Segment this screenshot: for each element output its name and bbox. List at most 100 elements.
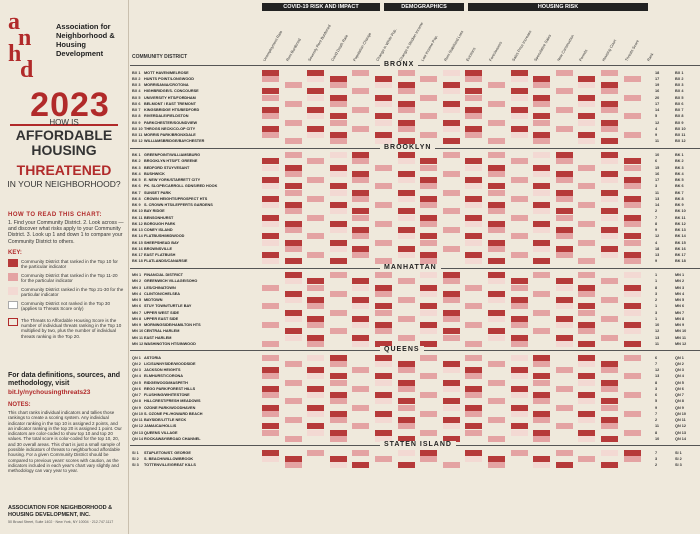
key-item: The Threats to Affordable Housing Score …	[8, 318, 124, 358]
column-header: Rank	[646, 52, 655, 62]
table-row: BK 10 BAY RIDGE 2 BK 10	[132, 208, 686, 215]
table-row: MN 7 UPPER WEST SIDE 3 MN 7	[132, 309, 685, 316]
column-header: Unemployment Rate	[262, 30, 284, 62]
community-district-label: COMMUNITY DISTRICT	[132, 54, 188, 60]
table-row: BK 18 FLATLANDS/CANARSIE 9 BK 18	[132, 258, 686, 265]
borough-header: STATEN ISLAND	[130, 441, 700, 449]
table-row: QN 14 ROCKAWAY/BROAD CHANNEL 10 QN 14	[132, 435, 686, 442]
table-row: BK 2 BROOKLYN HTS/FT. GREENE 6 BK 2	[132, 158, 684, 165]
column-header: Sales Price Increase	[511, 29, 533, 62]
notes-heading: NOTES:	[8, 402, 31, 408]
table-row: QN 13 QUEENS VILLAGE 8 QN 13	[132, 429, 686, 436]
table-row: SI 2 S. BEACH/WILLOWBROOK 3 SI 2	[132, 455, 682, 462]
headline-affordable: AFFORDABLE HOUSING	[15, 127, 113, 158]
table-row: BK 3 BEDFORD STUYVESANT 15 BK 3	[132, 164, 684, 171]
footer-org: ASSOCIATION FOR NEIGHBORHOOD & HOUSING D…	[8, 505, 113, 518]
column-header: Rent Stabilized Loss	[443, 30, 465, 62]
column-header: Severely Rent Burdened	[307, 24, 332, 62]
table-row: QN 6 REGO PARK/FOREST HILLS 3 QN 6	[132, 385, 684, 392]
table-row: BX 9 PARKCHESTER/SOUNDVIEW 12 BX 9	[132, 119, 684, 126]
column-header: Low Income Pop.	[420, 34, 439, 62]
table-row: QN 4 ELMHURST/CORONA 13 QN 4	[132, 373, 684, 380]
table-row: MN 5 MIDTOWN 2 MN 5	[132, 297, 685, 303]
table-row: MN 1 FINANCIAL DISTRICT 1 MN 1	[132, 272, 685, 278]
table-row: BX 2 HUNTS POINT/LONGWOOD 17 BX 2	[132, 75, 684, 82]
threats-table: COVID-19 RISK AND IMPACT DEMOGRAPHICS HO…	[130, 0, 700, 534]
table-row: BX 10 THROGS NECK/CO-OP CITY 4 BX 10	[132, 125, 686, 132]
table-row: MN 8 UPPER EAST SIDE 1 MN 8	[132, 315, 685, 322]
table-row: BX 4 HIGHBRIDGE/S. CONCOURSE 16 BX 4	[132, 88, 684, 95]
footer-address: 50 Broad Street, Suite 1402 · New York, …	[8, 520, 114, 524]
column-header: Threats Score	[624, 39, 640, 62]
table-row: BK 8 CROWN HEIGHTS/PROSPECT HTS 13 BK 8	[132, 195, 684, 202]
table-row: BK 1 GREENPOINT/WILLIAMSBURG 10 BK 1	[132, 152, 684, 158]
table-row: BK 4 BUSHWICK 16 BK 4	[132, 170, 684, 177]
table-row: MN 9 MORNINGSIDE/HAMILTON HTS 10 MN 9	[132, 322, 685, 328]
table-row: QN 8 HILLCREST/FRESH MEADOWS 5 QN 8	[132, 398, 684, 405]
table-row: BK 11 BENSONHURST 7 BK 11	[132, 214, 686, 221]
table-row: BX 6 BELMONT / EAST TREMONT 17 BX 6	[132, 100, 684, 107]
table-row: MN 11 EAST HARLEM 13 MN 11	[132, 334, 686, 341]
data-heading: For data definitions, sources, and metho…	[8, 372, 121, 387]
headline-threatened: THREATENED	[16, 162, 112, 178]
key-item: Community District not ranked in the Top…	[8, 301, 124, 315]
table-row: BK 9 S. CROWN HTS/LEFFERTS GARDENS 14 BK 9	[132, 202, 684, 208]
table-row: QN 9 OZONE PARK/WOODHAVEN 9 QN 9	[132, 404, 684, 411]
table-row: MN 2 GREENWICH VILLAGE/SOHO 1 MN 2	[132, 278, 685, 285]
table-row: MN 12 WASHINGTON HTS/INWOOD 11 MN 12	[132, 340, 687, 347]
table-row: BX 11 MORRIS PARK/BRONXDALE 9 BX 11	[132, 132, 686, 138]
column-header: Rent Burdened	[285, 37, 302, 62]
key-item: Community District ranked in the Top 21-…	[8, 287, 124, 301]
table-row: QN 1 ASTORIA 6 QN 1	[132, 354, 684, 361]
table-row: BK 5 E. NEW YORK/STARRETT CITY 17 BK 5	[132, 177, 684, 183]
table-row: QN 7 FLUSHING/WHITESTONE 6 QN 7	[132, 392, 684, 398]
table-row: QN 10 S. OZONE PK./HOWARD BEACH 7 QN 10	[132, 410, 686, 417]
table-row: MN 10 CENTRAL HARLEM 12 MN 10	[132, 328, 687, 335]
headline-neighborhood: IN YOUR NEIGHBORHOOD?	[7, 179, 121, 189]
column-header: Evictions	[465, 46, 477, 62]
group-housing: HOUSING RISK	[468, 3, 648, 11]
column-header: Permits	[578, 48, 589, 62]
borough-header: QUEENS	[130, 346, 700, 354]
table-row: QN 2 LIC/SUNNYSIDE/WOODSIDE 7 QN 2	[132, 360, 684, 367]
table-row: QN 5 RIDGEWOOD/MASPETH 8 QN 5	[132, 379, 684, 386]
group-covid: COVID-19 RISK AND IMPACT	[262, 3, 380, 11]
column-header: Foreclosures	[488, 40, 503, 62]
year-title: 2023	[30, 86, 110, 124]
column-header: Housing Court	[601, 38, 618, 62]
table-row: SI 1 STAPLETON/ST. GEORGE 7 SI 1	[132, 449, 682, 456]
borough-header: BROOKLYN	[130, 143, 700, 152]
table-row: BK 6 PK. SLOPE/CARROLL GDNS/RED HOOK 3 BK 6	[132, 183, 684, 190]
column-header: Speculative Sales	[533, 33, 553, 62]
table-row: BK 12 BOROUGH PARK 8 BK 12	[132, 220, 686, 227]
table-row: MN 4 CLINTON/CHELSEA 3 MN 4	[132, 290, 685, 297]
column-header: Population Change	[352, 32, 373, 62]
table-row: SI 3 TOTTENVILLE/GREAT KILLS 2 SI 3	[132, 462, 682, 468]
divider	[10, 124, 118, 126]
table-row: BX 3 MORRISANIA/CROTONA 19 BX 3	[132, 82, 684, 88]
table-row: BX 7 KINGSBRIDGE HTS/BEDFORD 14 BX 7	[132, 107, 684, 113]
key-item: Community District that ranked in the To…	[8, 273, 124, 287]
table-row: BK 16 BROWNSVILLE 18 BK 16	[132, 245, 686, 252]
headline-how-is: HOW IS	[49, 118, 79, 127]
org-name: Association for Neighborhood & Housing D…	[56, 22, 115, 58]
column-header: New Construction	[556, 34, 575, 62]
table-row: BK 15 SHEEPSHEAD BAY 4 BK 15	[132, 239, 686, 246]
notes-text: This chart ranks individual indicators a…	[8, 410, 122, 474]
table-row: BK 14 FLATBUSH/MIDWOOD 12 BK 14	[132, 233, 686, 240]
table-row: BX 8 RIVERDALE/FIELDSTON 5 BX 8	[132, 113, 684, 120]
column-header: Covid Death Rate	[330, 34, 349, 62]
table-row: QN 11 BAYSIDE/LITTLE NECK 2 QN 11	[132, 417, 686, 423]
table-row: QN 3 JACKSON HEIGHTS 12 QN 3	[132, 367, 684, 373]
key-item: Community District that ranked in the To…	[8, 259, 124, 273]
table-row: MN 3 LES/CHINATOWN 8 MN 3	[132, 284, 685, 291]
borough-header: BRONX	[130, 61, 700, 69]
borough-header: MANHATTAN	[130, 263, 700, 272]
table-row: BK 17 EAST FLATBUSH 13 BK 17	[132, 252, 686, 258]
table-row: BX 1 MOTT HAVEN/MELROSE 18 BX 1	[132, 69, 684, 76]
howto-text: 1. Find your Community District. 2. Look…	[8, 220, 124, 245]
key-heading: KEY:	[8, 250, 22, 256]
methodology-link[interactable]: bit.ly/nychousingthreats23	[8, 389, 91, 396]
table-row: BK 7 SUNSET PARK 11 BK 7	[132, 189, 684, 196]
